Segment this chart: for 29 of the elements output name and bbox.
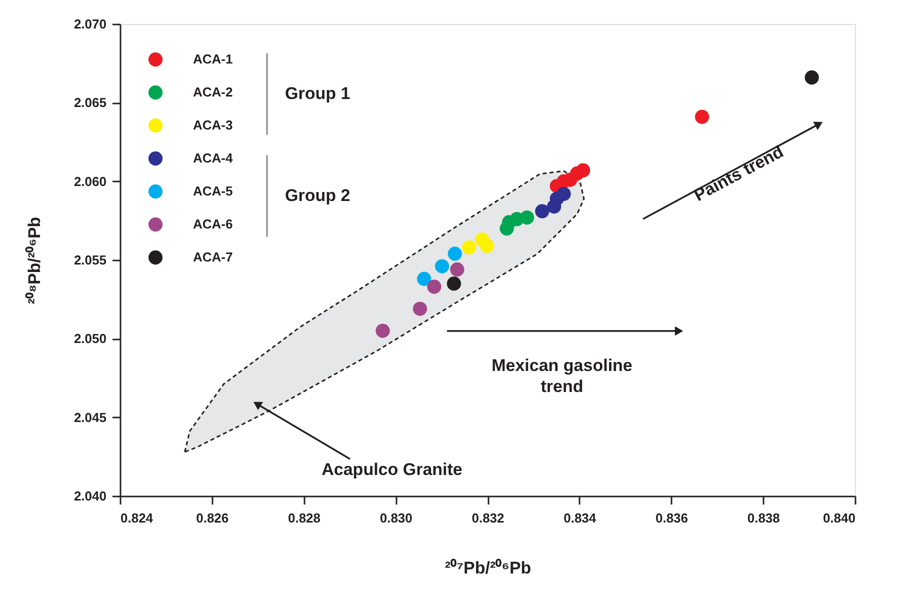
x-tick-label: 0.834 (564, 510, 597, 526)
legend-label: ACA-2 (193, 84, 233, 100)
annotation: Mexican gasoline trend (492, 356, 632, 396)
x-tick-label: 0.832 (472, 510, 504, 526)
y-axis-title: ²⁰⁸Pb/²⁰⁶Pb (24, 216, 44, 304)
annotation: Group 1 (285, 84, 350, 103)
x-tick-label: 0.828 (288, 510, 321, 526)
y-tick-label: 2.040 (74, 488, 106, 504)
y-tick-label: 2.045 (74, 410, 106, 425)
legend-label: ACA-3 (193, 118, 233, 132)
annotation: Group 2 (285, 186, 350, 205)
x-tick-label: 0.840 (822, 510, 856, 526)
legend-label: ACA-5 (193, 184, 233, 198)
x-axis-title: ²⁰⁷Pb/²⁰⁶Pb (444, 558, 532, 578)
x-tick-label: 0.826 (196, 510, 229, 526)
x-tick-label: 0.824 (120, 510, 154, 526)
annotation: Acapulco Granite (322, 460, 462, 479)
y-tick-label: 2.050 (74, 331, 106, 346)
y-tick-label: 2.065 (74, 95, 106, 110)
y-tick-label: 2.070 (74, 16, 106, 32)
y-tick-label: 2.060 (74, 174, 106, 189)
x-tick-label: 0.838 (747, 510, 780, 526)
x-tick-label: 0.830 (380, 510, 412, 526)
legend-label: ACA-7 (193, 250, 233, 264)
legend-label: ACA-6 (193, 216, 233, 232)
x-tick-label: 0.836 (655, 510, 688, 526)
legend-label: ACA-1 (193, 52, 233, 66)
y-tick-label: 2.055 (74, 252, 106, 268)
legend-label: ACA-4 (193, 150, 234, 166)
